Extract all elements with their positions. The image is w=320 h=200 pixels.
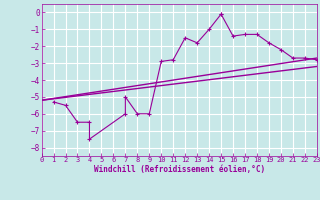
X-axis label: Windchill (Refroidissement éolien,°C): Windchill (Refroidissement éolien,°C) — [94, 165, 265, 174]
